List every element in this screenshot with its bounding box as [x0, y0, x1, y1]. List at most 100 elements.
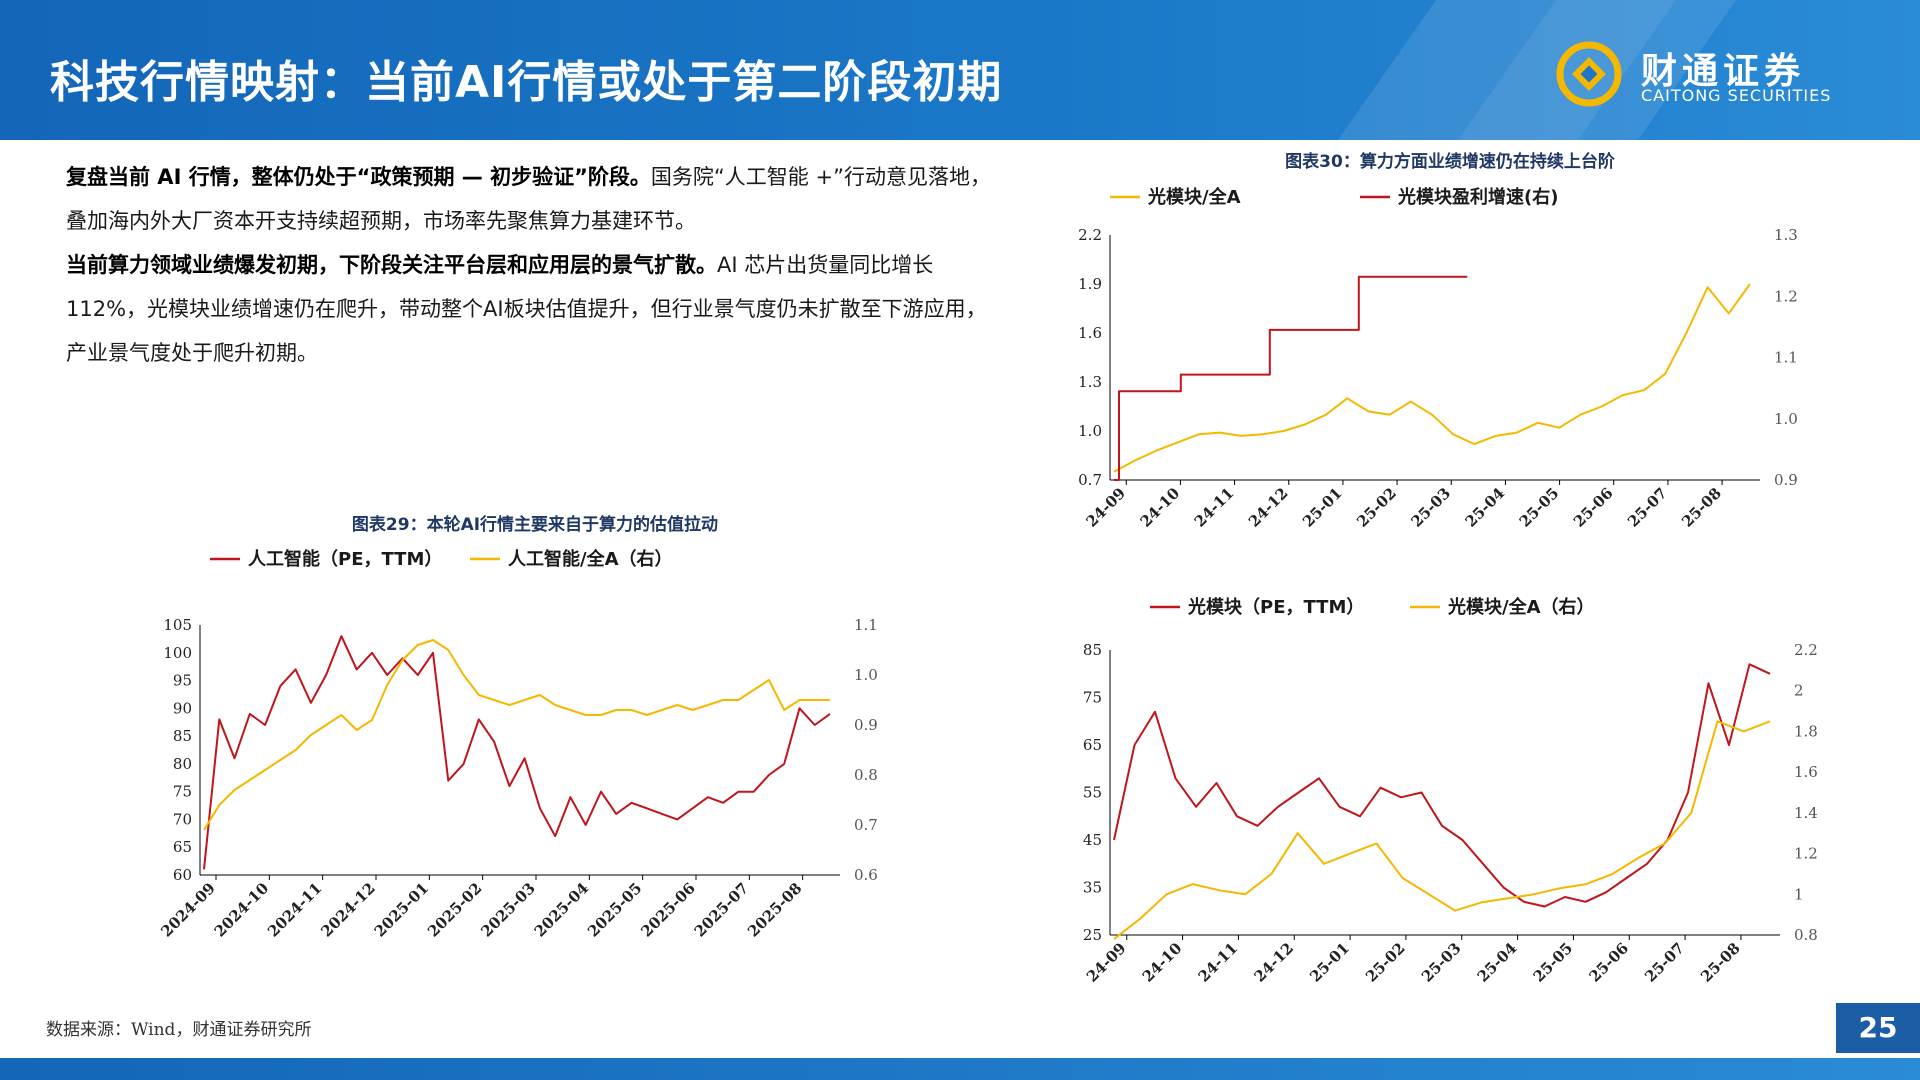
paragraph-2-lead: 当前算力领域业绩爆发初期，下阶段关注平台层和应用层的景气扩散。: [66, 253, 717, 277]
y-tick-label: 55: [1083, 784, 1102, 802]
y2-tick-label: 0.8: [854, 766, 878, 784]
chart-optical-module-growth: 图表30：算力方面业绩增速仍在持续上台阶光模块/全A 光模块盈利增速(右) 0.7 1…: [1050, 145, 1850, 605]
chart-title: 图表29：本轮AI行情主要来自于算力的估值拉动: [352, 514, 718, 535]
y2-tick-label: 1.3: [1774, 226, 1798, 244]
y2-tick-label: 2.2: [1794, 641, 1818, 659]
y-tick-label: 60: [173, 866, 192, 884]
x-tick-label: 25-04: [1474, 939, 1521, 986]
y-tick-label: 75: [173, 783, 192, 801]
y-tick-label: 85: [1083, 641, 1102, 659]
x-tick-label: 25-01: [1306, 939, 1353, 986]
x-tick-label: 2025-04: [531, 879, 592, 940]
y2-tick-label: 1.8: [1794, 722, 1818, 740]
x-tick-label: 25-03: [1418, 939, 1465, 986]
x-tick-label: 25-07: [1624, 484, 1671, 531]
x-tick-label: 24-11: [1195, 939, 1242, 986]
logo-icon: [1556, 41, 1622, 107]
paragraph-2: 当前算力领域业绩爆发初期，下阶段关注平台层和应用层的景气扩散。AI 芯片出货量同…: [66, 243, 996, 375]
legend-label: 光模块/全A: [1147, 186, 1241, 208]
y2-tick-label: 1.2: [1774, 287, 1798, 305]
chart-svg: 光模块（PE，TTM） 光模块/全A（右） 25 35 45 55 65 75 85 0.8 1 1.…: [1083, 596, 1818, 986]
footer-bar: [0, 1058, 1920, 1080]
legend-label: 人工智能/全A（右）: [508, 548, 673, 570]
x-tick-label: 24-09: [1083, 939, 1130, 986]
y2-tick-label: 1.6: [1794, 763, 1818, 781]
y2-tick-label: 0.9: [1774, 471, 1798, 489]
series-line: [1113, 720, 1771, 940]
x-tick-label: 25-07: [1641, 939, 1688, 986]
y-tick-label: 85: [173, 727, 192, 745]
y-tick-label: 90: [173, 699, 192, 717]
x-tick-label: 24-10: [1139, 939, 1186, 986]
legend-label: 光模块盈利增速(右): [1397, 186, 1558, 208]
chart-optical-module-pe: 光模块（PE，TTM） 光模块/全A（右） 25 35 45 55 65 75 85 0.8 1 1.…: [1050, 595, 1860, 1055]
x-tick-label: 25-01: [1299, 484, 1346, 531]
x-tick-label: 2024-11: [264, 879, 325, 940]
x-tick-label: 2025-01: [371, 879, 432, 940]
x-tick-label: 25-08: [1678, 484, 1725, 531]
series-line: [1113, 663, 1771, 908]
chart-title: 图表30：算力方面业绩增速仍在持续上台阶: [1285, 151, 1616, 172]
y2-tick-label: 1: [1794, 885, 1804, 903]
y2-tick-label: 1.2: [1794, 845, 1818, 863]
series-line: [203, 635, 831, 870]
x-tick-label: 25-04: [1462, 484, 1509, 531]
series-line: [203, 639, 830, 831]
y-tick-label: 75: [1083, 689, 1102, 707]
y-tick-label: 0.7: [1078, 471, 1102, 489]
paragraph-1: 复盘当前 AI 行情，整体仍处于“政策预期 — 初步验证”阶段。国务院“人工智能…: [66, 155, 996, 243]
y-tick-label: 80: [173, 755, 192, 773]
x-tick-label: 2025-02: [424, 879, 485, 940]
y2-tick-label: 1.4: [1794, 804, 1818, 822]
company-logo: 财通证券 CAITONG SECURITIES: [1555, 40, 1885, 110]
x-tick-label: 25-08: [1697, 939, 1744, 986]
x-tick-label: 2025-06: [637, 879, 698, 940]
x-tick-label: 24-12: [1245, 484, 1292, 531]
x-tick-label: 2024-12: [317, 879, 378, 940]
paragraph-2-body: AI 芯片出货量同比增长 112%，光模块业绩增速仍在爬升，带动整个AI板块估值…: [66, 253, 987, 365]
data-source: 数据来源：Wind，财通证券研究所: [46, 1020, 312, 1040]
y-tick-label: 95: [173, 672, 192, 690]
y-tick-label: 35: [1083, 879, 1102, 897]
page-number: 25: [1836, 1003, 1920, 1053]
x-tick-label: 24-09: [1082, 484, 1129, 531]
y2-tick-label: 1.0: [854, 666, 878, 684]
y-tick-label: 25: [1083, 926, 1102, 944]
y-tick-label: 65: [1083, 736, 1102, 754]
x-tick-label: 25-06: [1585, 939, 1632, 986]
paragraph-1-lead: 复盘当前 AI 行情，整体仍处于“政策预期 — 初步验证”阶段。: [66, 165, 651, 189]
x-tick-label: 2024-10: [211, 879, 272, 940]
page-title: 科技行情映射：当前AI行情或处于第二阶段初期: [50, 57, 1003, 108]
series-line: [1114, 275, 1468, 481]
chart-ai-valuation: 图表29：本轮AI行情主要来自于算力的估值拉动 人工智能（PE，TTM） 人工智能/…: [150, 495, 920, 1015]
y-tick-label: 70: [173, 810, 192, 828]
y-tick-label: 65: [173, 838, 192, 856]
legend-label: 光模块/全A（右）: [1447, 596, 1595, 618]
series-line: [1113, 283, 1751, 473]
paragraph-1-body: 国务院“人工智能 +”行动意见落地，叠加海内外大厂资本开支持续超预期，市场率先聚…: [66, 165, 991, 233]
x-tick-label: 25-05: [1516, 484, 1563, 531]
logo-text-cn: 财通证券: [1641, 51, 1806, 92]
y2-tick-label: 1.1: [1774, 349, 1798, 367]
x-tick-label: 2025-05: [584, 879, 645, 940]
y-tick-label: 2.2: [1078, 226, 1102, 244]
y-tick-label: 45: [1083, 831, 1102, 849]
y-tick-label: 1.0: [1078, 422, 1102, 440]
x-tick-label: 24-11: [1191, 484, 1238, 531]
y-tick-label: 1.6: [1078, 324, 1102, 342]
y2-tick-label: 0.9: [854, 716, 878, 734]
y2-tick-label: 2: [1794, 682, 1804, 700]
y-tick-label: 100: [163, 644, 192, 662]
y-tick-label: 1.9: [1078, 275, 1102, 293]
y2-tick-label: 0.8: [1794, 926, 1818, 944]
x-tick-label: 2025-07: [691, 879, 752, 940]
y2-tick-label: 0.6: [854, 866, 878, 884]
x-tick-label: 24-12: [1250, 939, 1297, 986]
y-tick-label: 105: [163, 616, 192, 634]
y-tick-label: 1.3: [1078, 373, 1102, 391]
y2-tick-label: 0.7: [854, 816, 878, 834]
x-tick-label: 2025-08: [744, 879, 805, 940]
summary-text: 复盘当前 AI 行情，整体仍处于“政策预期 — 初步验证”阶段。国务院“人工智能…: [66, 155, 996, 375]
